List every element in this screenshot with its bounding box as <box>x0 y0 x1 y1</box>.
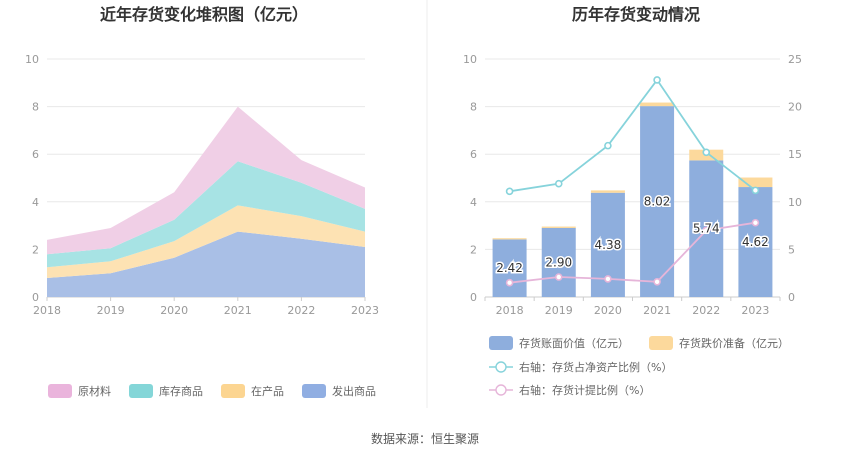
right-legend: 存货账面价值（亿元） 存货跌价准备（亿元） 右轴：存货占净资产比例（%） 右轴：存货计… <box>489 336 789 397</box>
line-point <box>554 273 563 281</box>
bar-存货跌价准备（亿元） <box>640 102 675 107</box>
legend-marker <box>495 361 507 373</box>
bar-value-label: 4.38 <box>595 238 622 252</box>
right-x-tick-label: 2019 <box>545 304 573 317</box>
legend-label: 原材料 <box>78 384 111 398</box>
legend-label: 存货账面价值（亿元） <box>519 336 629 350</box>
legend-swatch-在产品 <box>221 384 245 398</box>
right-y2-tick-label: 25 <box>788 53 802 66</box>
right-x-axis: 2018 2019 2020 2021 2022 2023 <box>484 297 781 317</box>
bar-存货账面价值（亿元） <box>738 187 773 297</box>
legend-swatch-发出商品 <box>302 384 326 398</box>
legend-marker <box>495 384 507 396</box>
legend-swatch-存货账面价值（亿元） <box>489 336 513 350</box>
line-右轴：存货占净资产比例（%） <box>509 78 756 193</box>
legend-label: 发出商品 <box>332 384 376 398</box>
left-y-tick-label: 0 <box>32 291 39 304</box>
left-x-tick-label: 2022 <box>287 304 315 317</box>
legend-label: 存货跌价准备（亿元） <box>679 336 789 350</box>
bar-存货跌价准备（亿元） <box>738 177 773 188</box>
right-x-tick-label: 2023 <box>741 304 769 317</box>
bar-存货跌价准备（亿元） <box>492 238 527 240</box>
right-y-tick-label: 0 <box>470 291 477 304</box>
left-chart-title: 近年存货变化堆积图（亿元） <box>100 5 308 24</box>
bar-存货账面价值（亿元） <box>541 227 576 297</box>
left-x-tick-label: 2018 <box>33 304 61 317</box>
bar-value-label: 2.42 <box>496 261 523 275</box>
right-y2-tick-label: 0 <box>788 291 795 304</box>
right-chart-lines <box>505 76 760 287</box>
area-库存商品 <box>47 161 365 268</box>
right-chart-title: 历年存货变动情况 <box>572 5 700 24</box>
left-y-tick-label: 6 <box>32 148 39 161</box>
line-point <box>604 275 612 283</box>
right-left-y-axis: 0 2 4 6 8 10 <box>463 53 477 304</box>
line-右轴：存货计提比例（%） <box>509 221 756 284</box>
right-y2-tick-label: 20 <box>788 101 802 114</box>
area-发出商品 <box>47 231 365 297</box>
right-chart-bars <box>492 102 773 298</box>
left-x-tick-label: 2021 <box>224 304 252 317</box>
bar-存货账面价值（亿元） <box>492 239 527 297</box>
right-right-y-axis: 0 5 10 15 20 25 <box>788 53 802 304</box>
right-x-tick-label: 2021 <box>643 304 671 317</box>
line-point <box>702 148 711 157</box>
legend-label: 在产品 <box>251 384 284 398</box>
left-x-axis: 2018 2019 2020 2021 2022 2023 <box>33 297 379 317</box>
line-point <box>751 186 760 195</box>
legend-label: 库存商品 <box>159 384 203 398</box>
legend-swatch-原材料 <box>48 384 72 398</box>
right-y2-tick-label: 5 <box>788 243 795 256</box>
legend-swatch-存货跌价准备（亿元） <box>649 336 673 350</box>
right-y-tick-label: 8 <box>470 101 477 114</box>
right-chart-bar-labels: 2.42 2.90 4.38 8.02 5.74 4.62 <box>495 193 771 277</box>
left-chart-areas <box>47 106 365 297</box>
bar-value-label: 5.74 <box>693 222 720 236</box>
left-y-tick-label: 2 <box>32 243 39 256</box>
left-y-tick-label: 8 <box>32 101 39 114</box>
bar-value-label: 2.90 <box>545 255 572 269</box>
left-legend: 原材料 库存商品 在产品 发出商品 <box>48 384 376 398</box>
bar-value-label: 8.02 <box>644 195 671 209</box>
bar-存货跌价准备（亿元） <box>541 226 576 228</box>
right-x-tick-label: 2020 <box>594 304 622 317</box>
legend-swatch-库存商品 <box>129 384 153 398</box>
line-point <box>604 141 612 150</box>
right-x-tick-label: 2022 <box>692 304 720 317</box>
line-point <box>653 76 661 84</box>
right-y-tick-label: 4 <box>470 196 477 209</box>
left-x-tick-label: 2020 <box>160 304 188 317</box>
right-chart-grid <box>485 58 780 298</box>
line-point <box>554 179 563 188</box>
left-x-tick-label: 2023 <box>351 304 379 317</box>
area-原材料 <box>47 106 365 255</box>
bar-存货账面价值（亿元） <box>640 106 675 298</box>
line-point <box>505 187 514 196</box>
right-y2-tick-label: 10 <box>788 196 802 209</box>
right-y-tick-label: 2 <box>470 243 477 256</box>
right-y2-tick-label: 15 <box>788 148 802 161</box>
line-point <box>751 218 760 227</box>
line-point <box>505 278 514 287</box>
left-y-tick-label: 10 <box>25 53 39 66</box>
left-y-axis: 0 2 4 6 8 10 <box>25 53 39 304</box>
right-y-tick-label: 10 <box>463 53 477 66</box>
line-point <box>653 277 661 286</box>
left-y-tick-label: 4 <box>32 196 39 209</box>
data-source: 数据来源：恒生聚源 <box>371 431 479 446</box>
right-y-tick-label: 6 <box>470 148 477 161</box>
bar-存货跌价准备（亿元） <box>590 190 625 193</box>
bar-value-label: 4.62 <box>742 235 769 249</box>
line-point <box>702 226 711 235</box>
legend-label: 右轴：存货占净资产比例（%） <box>519 360 672 374</box>
legend-label: 右轴：存货计提比例（%） <box>519 383 650 397</box>
right-x-tick-label: 2018 <box>496 304 524 317</box>
area-在产品 <box>47 205 365 278</box>
left-x-tick-label: 2019 <box>97 304 125 317</box>
